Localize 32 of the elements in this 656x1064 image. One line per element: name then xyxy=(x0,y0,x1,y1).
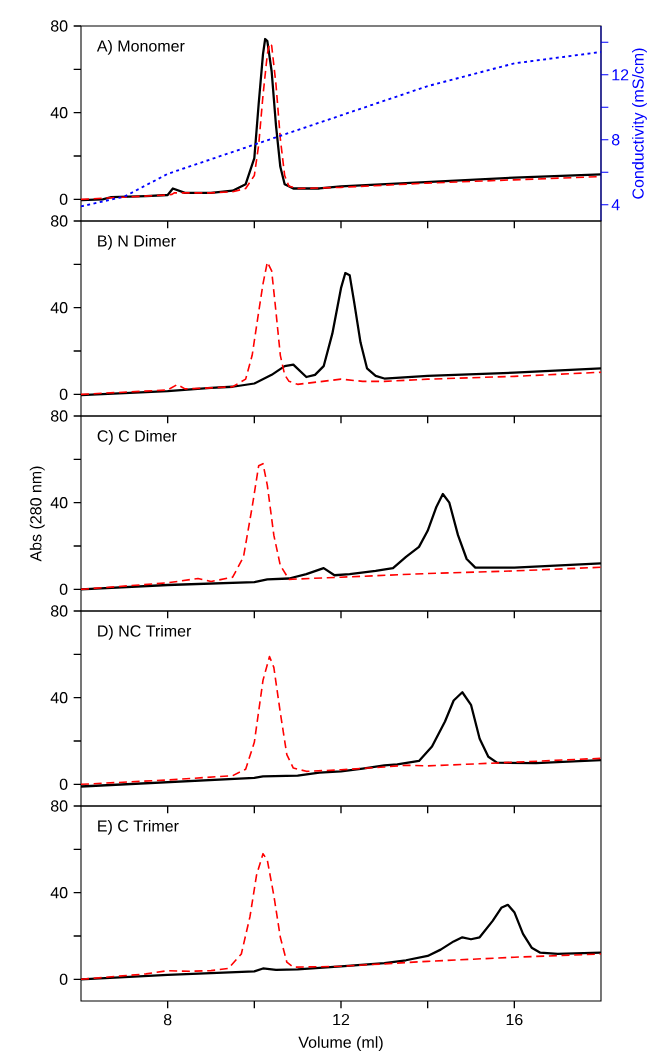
line-series xyxy=(81,462,601,591)
text: B) N Dimer xyxy=(98,234,176,250)
y2-tick-label: 4 xyxy=(611,199,620,211)
y-tick-label: 80 xyxy=(50,215,68,227)
y-tick-label: 80 xyxy=(50,20,68,32)
x-tick-label: 12 xyxy=(333,1013,350,1026)
y-axis-title: Abs (280 nm) xyxy=(29,466,45,562)
y-tick-label: 40 xyxy=(50,692,68,704)
text: D) NC Trimer xyxy=(98,624,192,640)
text: A) Monomer xyxy=(96,39,185,55)
line-series xyxy=(81,655,601,786)
y2-axis-title: Conductivity (mS/cm) xyxy=(632,48,647,199)
text: C) C Dimer xyxy=(97,429,177,445)
y-tick-label: 0 xyxy=(59,778,68,790)
y2-tick-label: 12 xyxy=(612,69,629,81)
y-tick-label: 40 xyxy=(50,887,68,899)
y-tick-label: 80 xyxy=(50,605,68,617)
x-tick-label: 8 xyxy=(163,1013,172,1026)
y-tick-label: 0 xyxy=(59,973,68,985)
text: E) C Trimer xyxy=(98,819,179,835)
y-tick-label: 80 xyxy=(50,410,68,422)
y-tick-label: 0 xyxy=(59,388,68,400)
y2-tick-label: 8 xyxy=(611,134,620,146)
y-tick-label: 40 xyxy=(50,107,68,119)
line-series xyxy=(81,852,601,981)
y-tick-label: 0 xyxy=(59,193,68,205)
x-tick-label: 16 xyxy=(506,1013,523,1026)
y-tick-label: 40 xyxy=(50,302,68,314)
x-axis-title: Volume (ml) xyxy=(298,1036,383,1052)
y-tick-label: 80 xyxy=(50,800,68,812)
y-tick-label: 0 xyxy=(59,583,68,595)
y-tick-label: 40 xyxy=(50,497,68,509)
